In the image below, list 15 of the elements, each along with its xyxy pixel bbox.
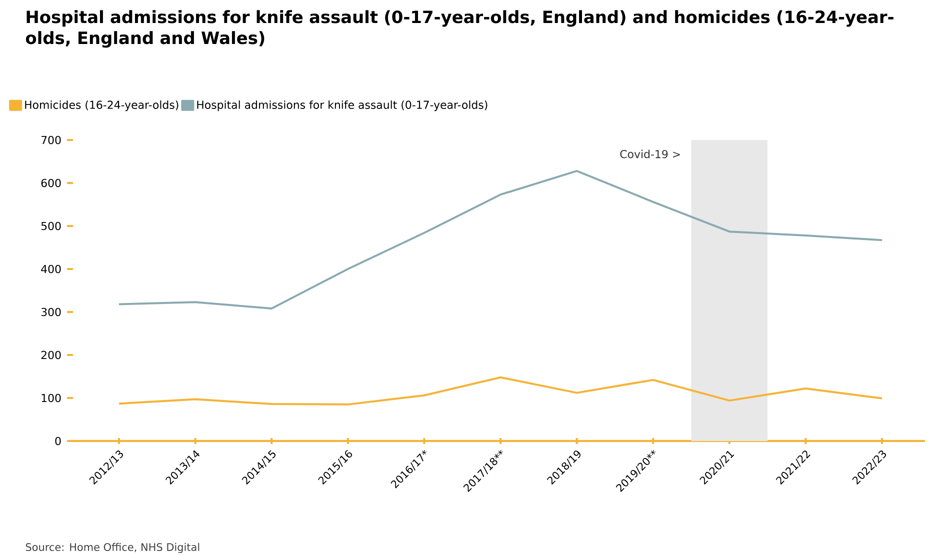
band-label: Covid-19 > bbox=[620, 150, 680, 158]
y-tick-label: 0 bbox=[55, 436, 61, 446]
legend-label: Hospital admissions for knife assault (0-17-year-olds) bbox=[197, 100, 488, 112]
y-tick-label: 600 bbox=[41, 178, 61, 188]
line-series bbox=[118, 170, 884, 310]
chart-title: Hospital admissions for knife assault (0-17-year-olds, England) and homicides (16-24-year-olds, England and Wales) bbox=[26, 10, 894, 48]
source-note: Source: Home Office, NHS Digital bbox=[26, 542, 200, 554]
y-tick-label: 700 bbox=[41, 136, 61, 144]
line-series bbox=[118, 376, 884, 406]
y-tick-label: 400 bbox=[41, 264, 61, 274]
y-tick-label: 100 bbox=[42, 394, 61, 402]
y-tick-label: 300 bbox=[41, 308, 61, 316]
y-tick-label: 500 bbox=[41, 222, 61, 230]
y-tick-label: 200 bbox=[41, 350, 61, 360]
legend-label: Homicides (16-24-year-olds) bbox=[25, 100, 178, 112]
